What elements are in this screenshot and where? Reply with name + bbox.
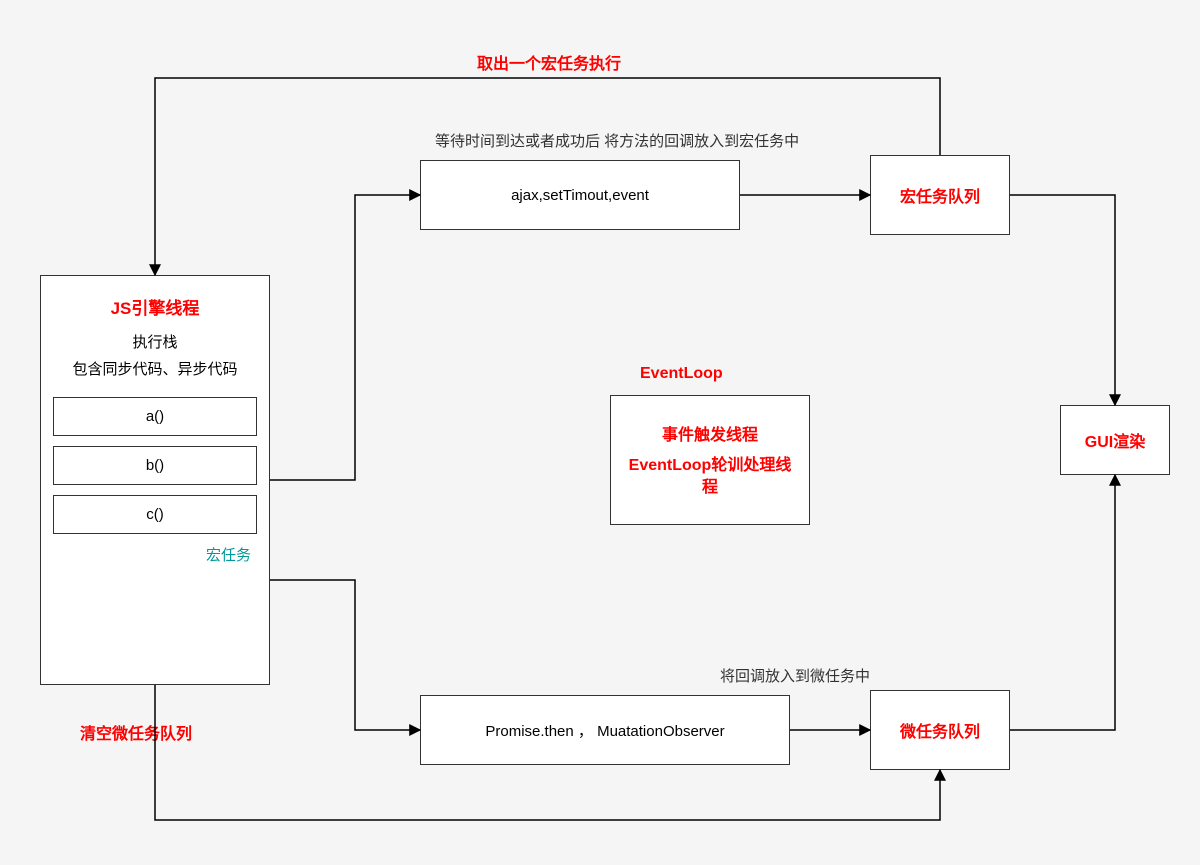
micro-queue-text: 微任务队列 xyxy=(900,718,980,742)
microtask-caption: 将回调放入到微任务中 xyxy=(720,665,870,686)
js-engine-title: JS引擎线程 xyxy=(41,294,269,319)
micro-queue-box: 微任务队列 xyxy=(870,690,1010,770)
macro-queue-box: 宏任务队列 xyxy=(870,155,1010,235)
async-api-box: ajax,setTimout,event xyxy=(420,160,740,230)
eventloop-title: EventLoop xyxy=(640,365,723,383)
stack-item: b() xyxy=(53,446,257,485)
js-engine-box: JS引擎线程 执行栈 包含同步代码、异步代码 a() b() c() 宏任务 xyxy=(40,275,270,685)
microtask-producers-box: Promise.then ， MuatationObserver xyxy=(420,695,790,765)
stack-item: a() xyxy=(53,397,257,436)
edge-js-to-async xyxy=(270,195,420,480)
edge-micro-to-gui xyxy=(1010,475,1115,730)
async-caption: 等待时间到达或者成功后 将方法的回调放入到宏任务中 xyxy=(435,130,799,151)
js-engine-subtitle1: 执行栈 xyxy=(41,331,269,352)
js-engine-subtitle2: 包含同步代码、异步代码 xyxy=(41,358,269,379)
macro-queue-text: 宏任务队列 xyxy=(900,183,980,207)
eventloop-line1: 事件触发线程 xyxy=(662,421,758,445)
edge-js-to-micro xyxy=(270,580,420,730)
stack-item: c() xyxy=(53,495,257,534)
edge-macro-to-gui xyxy=(1010,195,1115,405)
gui-text: GUI渲染 xyxy=(1085,428,1145,452)
top-edge-label: 取出一个宏任务执行 xyxy=(477,50,621,74)
js-engine-footer: 宏任务 xyxy=(41,544,269,565)
eventloop-box: 事件触发线程 EventLoop轮训处理线程 xyxy=(610,395,810,525)
microtask-producers-text: Promise.then ， MuatationObserver xyxy=(485,720,724,741)
clear-microtask-label: 清空微任务队列 xyxy=(80,720,192,744)
async-api-text: ajax,setTimout,event xyxy=(511,187,649,204)
eventloop-line2: EventLoop轮训处理线程 xyxy=(621,455,799,500)
gui-box: GUI渲染 xyxy=(1060,405,1170,475)
